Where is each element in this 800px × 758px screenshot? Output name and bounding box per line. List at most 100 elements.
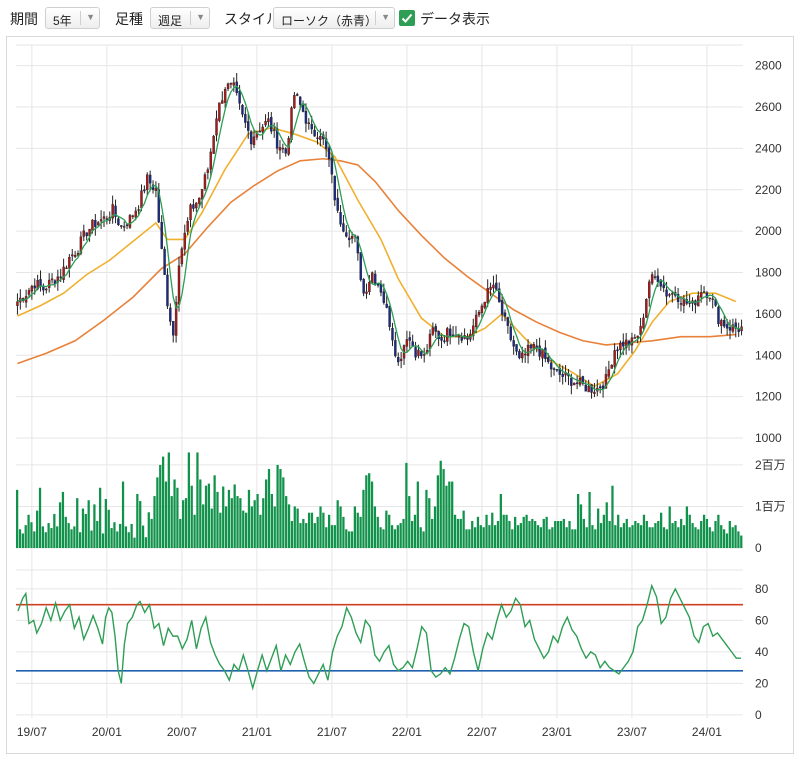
volume-bar <box>711 531 714 548</box>
candle-body <box>174 302 178 336</box>
volume-bar <box>287 504 291 548</box>
volume-bar <box>665 529 668 548</box>
volume-bar <box>499 494 502 548</box>
candle-body <box>613 350 616 367</box>
volume-bar <box>688 514 691 548</box>
volume-bar <box>330 525 334 548</box>
candle-body <box>598 386 602 389</box>
volume-bar <box>439 460 442 548</box>
volume-bar <box>101 533 105 548</box>
select-separator <box>190 11 191 25</box>
volume-bar <box>21 533 24 548</box>
price-tick-label: 2800 <box>755 59 782 73</box>
volume-bar <box>402 518 405 548</box>
time-tick-label: 19/07 <box>17 725 47 739</box>
volume-bar <box>76 498 79 548</box>
volume-bar <box>184 498 188 548</box>
volume-bar <box>104 498 107 548</box>
candle-body <box>197 197 201 204</box>
volume-bar <box>634 521 637 548</box>
candle-body <box>85 232 88 237</box>
candle-body <box>699 292 703 298</box>
volume-bar <box>336 500 339 548</box>
volume-bar <box>408 496 411 548</box>
volume-bar <box>697 529 700 548</box>
volume-bar <box>242 510 245 548</box>
volume-bar <box>262 498 265 548</box>
candle-body <box>705 292 709 298</box>
period-select[interactable]: 5年 ▼ <box>45 7 100 29</box>
candle-body <box>526 344 530 356</box>
candle-body <box>662 284 665 289</box>
volume-bar <box>451 481 454 548</box>
volume-bar <box>714 521 717 548</box>
candle-body <box>350 236 354 239</box>
style-label: スタイル <box>224 11 280 27</box>
candle-body <box>431 327 435 335</box>
select-separator <box>375 11 376 25</box>
candle-body <box>94 220 97 227</box>
candle-body <box>166 274 169 307</box>
volume-bar <box>270 494 273 548</box>
candle-body <box>316 137 319 139</box>
volume-bar <box>428 498 431 548</box>
volume-bar <box>536 525 540 548</box>
time-tick-label: 24/01 <box>692 725 722 739</box>
volume-bar <box>614 525 617 548</box>
volume-bar <box>319 506 322 548</box>
data-display-label[interactable]: データ表示 <box>420 11 490 27</box>
candle-body <box>495 282 498 290</box>
volume-bar <box>124 526 128 548</box>
volume-bar <box>637 523 640 548</box>
ma-mid-line <box>17 126 737 388</box>
volume-bar <box>305 523 308 548</box>
volume-bar <box>316 516 319 548</box>
volume-bar <box>38 487 42 548</box>
candle-body <box>212 135 215 154</box>
volume-bar <box>651 527 654 548</box>
candle-body <box>157 189 161 223</box>
volume-bar <box>731 527 734 548</box>
candle-body <box>734 322 737 329</box>
volume-bar <box>645 521 648 548</box>
axis-labels: 1000120014001600180020002200240026002800… <box>17 59 786 739</box>
volume-bar <box>213 475 216 548</box>
interval-select[interactable]: 週足 ▼ <box>150 7 210 29</box>
volume-bar <box>491 512 494 548</box>
volume-bar <box>576 494 580 548</box>
candle-body <box>552 368 556 370</box>
candle-body <box>223 89 227 103</box>
candle-body <box>105 218 109 220</box>
volume-bar <box>296 508 299 548</box>
candle-body <box>515 344 518 352</box>
candle-body <box>448 328 452 336</box>
volume-bar <box>505 514 508 548</box>
volume-bar <box>36 510 39 548</box>
candle-body <box>120 225 123 227</box>
volume-bar <box>685 506 689 548</box>
volume-bar <box>219 512 222 548</box>
candle-body <box>645 299 648 318</box>
price-tick-label: 1000 <box>755 431 782 445</box>
volume-bar <box>496 521 500 548</box>
candle-body <box>446 328 449 342</box>
price-tick-label: 1600 <box>755 307 782 321</box>
candle-body <box>388 305 391 327</box>
style-select[interactable]: ローソク（赤青） ▼ <box>273 7 395 29</box>
volume-bar <box>70 529 73 548</box>
rsi-tick-label: 80 <box>755 582 769 596</box>
volume-bar <box>279 469 282 548</box>
candle-body <box>172 321 175 336</box>
volume-bar <box>50 528 53 548</box>
volume-bar <box>737 531 740 548</box>
data-display-checkbox[interactable] <box>399 10 415 26</box>
volume-bar <box>282 477 285 548</box>
volume-bar <box>599 523 603 548</box>
volume-bar <box>662 527 666 548</box>
volume-bar <box>368 473 371 548</box>
volume-bar <box>156 477 159 548</box>
volume-bar <box>465 529 468 548</box>
volume-bar <box>239 498 242 548</box>
volume-bar <box>508 521 511 548</box>
